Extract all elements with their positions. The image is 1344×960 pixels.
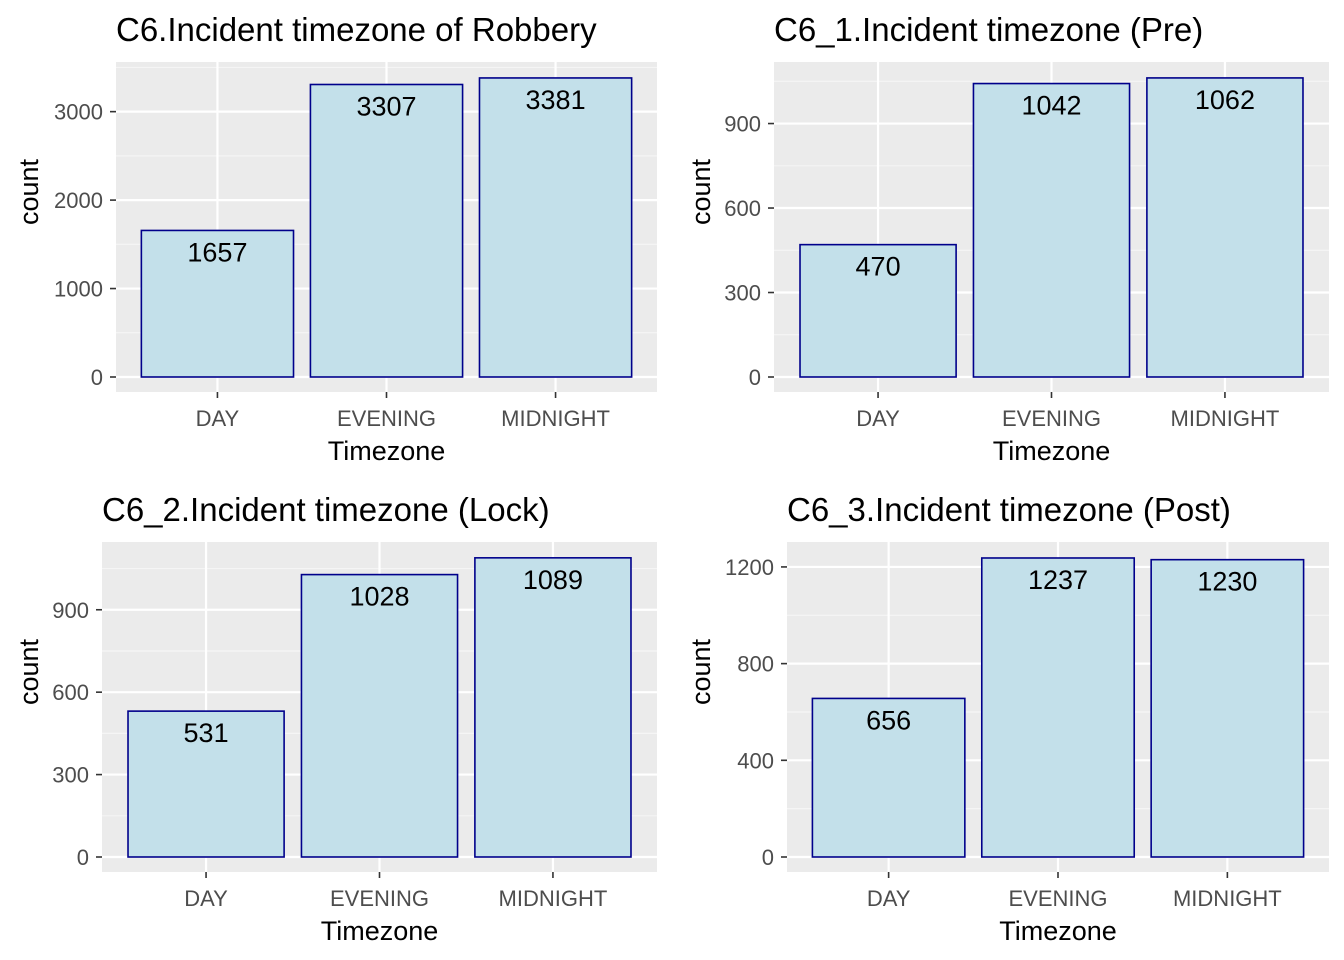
x-tick-label: DAY	[856, 406, 900, 431]
chart-panel-pre: C6_1.Incident timezone (Pre) 470 1042 1062 0…	[672, 0, 1344, 480]
bar-midnight	[1146, 77, 1304, 378]
chart-panel-post: C6_3.Incident timezone (Post) 656 1237 1230…	[672, 480, 1344, 960]
y-tick-label: 0	[762, 845, 774, 870]
y-tick-label: 0	[749, 365, 761, 390]
bar-value-label: 531	[184, 718, 229, 748]
bar-value-label: 470	[856, 252, 901, 282]
bar-day	[811, 697, 966, 858]
bar-evening	[300, 573, 459, 858]
x-tick-label: DAY	[867, 886, 911, 911]
bar-value-label: 1042	[1021, 91, 1081, 121]
y-axis-title: count	[686, 638, 716, 705]
x-axis-title: Timezone	[321, 916, 439, 946]
y-axis-title: count	[14, 158, 44, 225]
y-tick-label: 900	[52, 598, 89, 623]
bar-midnight	[1150, 558, 1305, 858]
bar-midnight	[478, 77, 633, 378]
x-tick-label: MIDNIGHT	[501, 406, 610, 431]
bar-evening	[972, 82, 1131, 378]
y-tick-label: 300	[52, 763, 89, 788]
x-axis-title: Timezone	[999, 916, 1117, 946]
bar-value-label: 1028	[349, 582, 409, 612]
chart-title: C6_1.Incident timezone (Pre)	[774, 11, 1203, 48]
x-tick-label: MIDNIGHT	[1171, 406, 1280, 431]
bar-chart: C6.Incident timezone of Robbery 1657 3307 3…	[14, 11, 657, 466]
y-tick-label: 1000	[54, 277, 103, 302]
y-axis-title: count	[14, 638, 44, 705]
x-axis-title: Timezone	[993, 436, 1111, 466]
bar-day	[799, 243, 957, 378]
x-tick-label: EVENING	[1002, 406, 1101, 431]
y-tick-label: 600	[52, 680, 89, 705]
x-tick-label: EVENING	[337, 406, 436, 431]
x-tick-label: DAY	[196, 406, 240, 431]
y-tick-label: 0	[91, 365, 103, 390]
x-tick-label: EVENING	[1008, 886, 1107, 911]
y-tick-label: 2000	[54, 188, 103, 213]
x-tick-label: MIDNIGHT	[1173, 886, 1282, 911]
bar-day	[127, 710, 285, 858]
y-tick-label: 800	[737, 652, 774, 677]
x-tick-label: MIDNIGHT	[499, 886, 608, 911]
x-tick-label: EVENING	[330, 886, 429, 911]
chart-title: C6_3.Incident timezone (Post)	[787, 491, 1231, 528]
bar-value-label: 656	[866, 705, 911, 735]
bar-value-label: 3381	[526, 85, 586, 115]
y-tick-label: 3000	[54, 100, 103, 125]
bar-value-label: 1237	[1028, 565, 1088, 595]
bar-value-label: 1657	[187, 237, 247, 267]
bar-chart: C6_3.Incident timezone (Post) 656 1237 1230…	[686, 491, 1329, 946]
y-tick-label: 1200	[725, 555, 774, 580]
bar-chart: C6_2.Incident timezone (Lock) 531 1028 1089…	[14, 491, 657, 946]
y-tick-label: 0	[77, 845, 89, 870]
chart-panel-lock: C6_2.Incident timezone (Lock) 531 1028 1089…	[0, 480, 672, 960]
y-tick-label: 300	[724, 281, 761, 306]
bar-evening	[980, 557, 1136, 858]
bar-midnight	[474, 557, 632, 858]
y-tick-label: 900	[724, 112, 761, 137]
bar-evening	[309, 83, 464, 378]
y-tick-label: 600	[724, 196, 761, 221]
bar-day	[140, 229, 295, 378]
bar-value-label: 3307	[356, 91, 416, 121]
bar-value-label: 1062	[1195, 85, 1255, 115]
chart-title: C6.Incident timezone of Robbery	[116, 11, 597, 48]
y-axis-title: count	[686, 158, 716, 225]
x-axis-title: Timezone	[328, 436, 446, 466]
bar-value-label: 1089	[523, 565, 583, 595]
bar-value-label: 1230	[1197, 567, 1257, 597]
bar-chart: C6_1.Incident timezone (Pre) 470 1042 1062 0…	[686, 11, 1329, 466]
chart-title: C6_2.Incident timezone (Lock)	[102, 491, 550, 528]
chart-panel-robbery: C6.Incident timezone of Robbery 1657 3307 3…	[0, 0, 672, 480]
y-tick-label: 400	[737, 748, 774, 773]
x-tick-label: DAY	[184, 886, 228, 911]
